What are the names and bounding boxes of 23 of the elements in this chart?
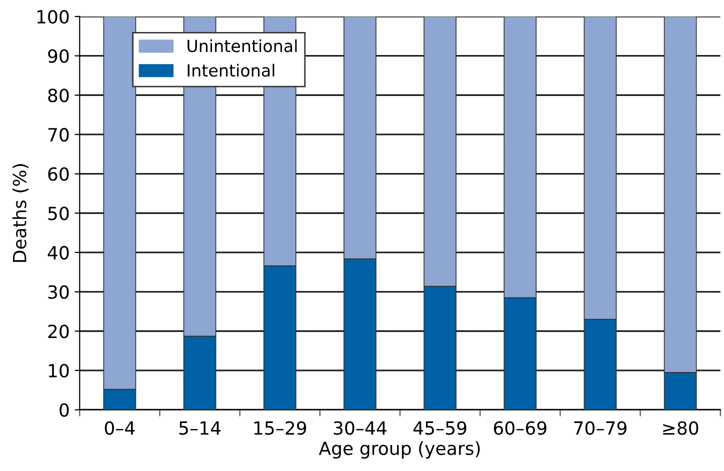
x-tick-label: 45–59 [413,421,466,435]
x-tick-label: 15–29 [254,421,306,435]
y-tick-label: 70 [48,128,69,142]
legend-label: Intentional [188,64,274,77]
y-tick-label: 40 [48,246,69,260]
x-tick-label: ≥80 [663,421,698,435]
legend-label: Unintentional [188,39,297,52]
x-tick-label: 70–79 [574,421,626,435]
y-tick-label: 50 [48,206,69,220]
y-tick-label: 100 [37,10,69,24]
x-tick-label: 60–69 [494,421,546,435]
y-tick-label: 80 [48,88,69,102]
x-tick-label: 0–4 [104,421,135,435]
x-tick-label: 30–44 [334,421,386,435]
y-tick-label: 10 [48,364,69,378]
y-tick-label: 0 [60,403,69,417]
y-tick-label: 20 [48,324,69,338]
y-tick-label: 30 [48,285,69,299]
y-tick-label: 60 [48,167,69,181]
x-axis-title: Age group (years) [318,441,480,459]
y-axis-title: Deaths (%) [12,164,29,262]
y-tick-label: 90 [48,49,69,63]
x-tick-label: 5–14 [179,421,221,435]
